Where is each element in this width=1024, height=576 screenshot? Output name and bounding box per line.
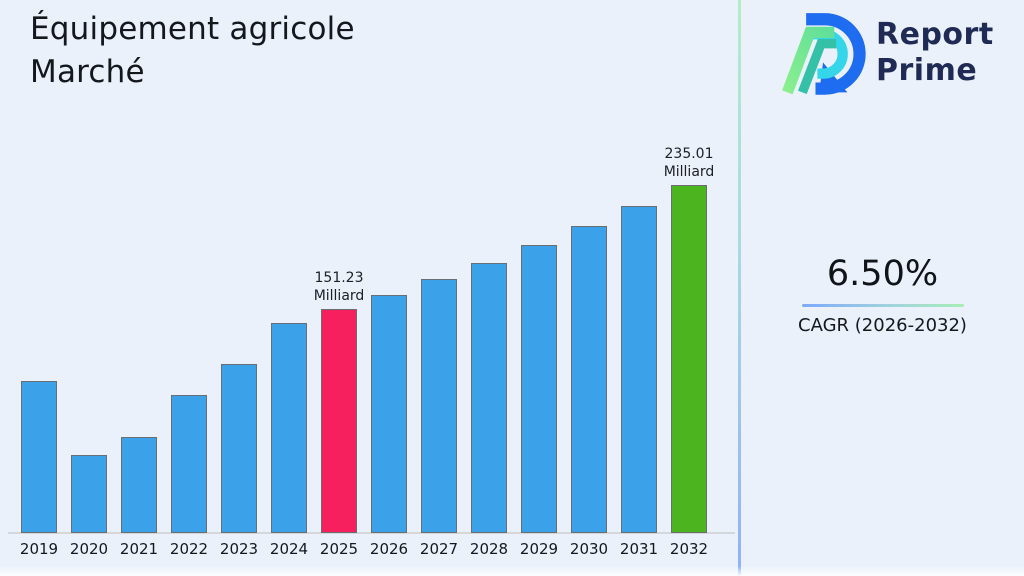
x-tick-2020: 2020 <box>69 540 109 558</box>
logo-word-report: Report <box>876 17 994 52</box>
x-tick-2031: 2031 <box>619 540 659 558</box>
bar-chart: 2019 2020 2021 2022 2023 2024 2025 151.23 Millia… <box>8 146 735 558</box>
report-prime-wordmark: Report Prime <box>876 17 994 89</box>
x-tick-2027: 2027 <box>419 540 459 558</box>
bar-2025 <box>321 309 357 533</box>
vertical-divider <box>738 0 741 576</box>
x-tick-2019: 2019 <box>19 540 59 558</box>
bar-2024 <box>271 323 307 533</box>
x-tick-2029: 2029 <box>519 540 559 558</box>
x-tick-2023: 2023 <box>219 540 259 558</box>
x-axis-line <box>8 532 735 534</box>
x-tick-2032: 2032 <box>669 540 709 558</box>
report-prime-logo: Report Prime <box>778 8 994 98</box>
logo-word-prime: Prime <box>876 53 978 88</box>
bar-2028 <box>471 263 507 533</box>
value-label-2032: 235.01 Milliard <box>663 146 715 180</box>
x-tick-2028: 2028 <box>469 540 509 558</box>
x-tick-2026: 2026 <box>369 540 409 558</box>
bar-2031 <box>621 206 657 533</box>
x-tick-2021: 2021 <box>119 540 159 558</box>
bottom-edge-strip <box>0 566 1024 576</box>
x-tick-2022: 2022 <box>169 540 209 558</box>
cagr-label: CAGR (2026-2032) <box>798 315 967 336</box>
page-title-line1: Équipement agricole <box>30 11 355 47</box>
x-tick-2025: 2025 <box>319 540 359 558</box>
bar-2029 <box>521 245 557 533</box>
bar-2030 <box>571 226 607 533</box>
bar-2019 <box>21 381 57 533</box>
report-prime-logo-icon <box>782 13 866 95</box>
page-title-line2: Marché <box>30 54 145 90</box>
bar-2022 <box>171 395 207 533</box>
page-title: Équipement agricole Marché <box>30 8 355 94</box>
bar-2021 <box>121 437 157 533</box>
bar-2032 <box>671 185 707 533</box>
bar-2027 <box>421 279 457 533</box>
cagr-value: 6.50% <box>826 254 939 294</box>
bar-2020 <box>71 455 107 533</box>
bar-2026 <box>371 295 407 533</box>
x-tick-2030: 2030 <box>569 540 609 558</box>
cagr-underline <box>801 304 964 307</box>
bar-2023 <box>221 364 257 533</box>
x-tick-2024: 2024 <box>269 540 309 558</box>
cagr-panel: 6.50% CAGR (2026-2032) <box>741 250 1024 336</box>
value-label-2025: 151.23 Milliard <box>313 270 365 304</box>
